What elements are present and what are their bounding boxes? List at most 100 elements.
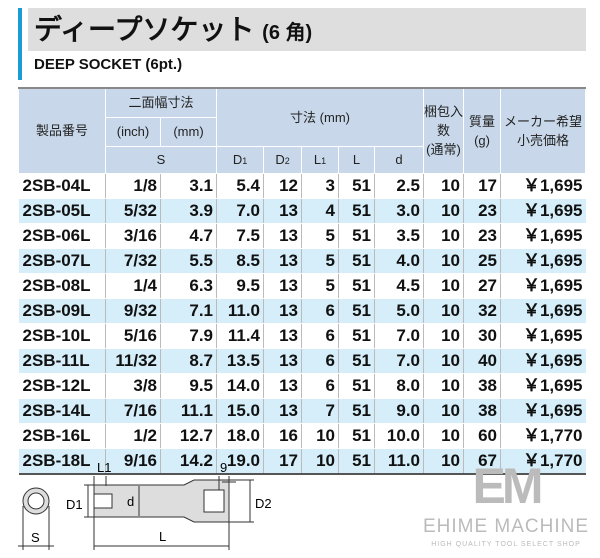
cell-d2: 13 bbox=[263, 323, 302, 349]
header-s: S bbox=[104, 146, 218, 174]
cell-d: 3.5 bbox=[374, 223, 424, 249]
cell-weight: 23 bbox=[463, 198, 501, 224]
cell-d2: 13 bbox=[263, 198, 302, 224]
header-part-no: 製品番号 bbox=[18, 87, 106, 174]
cell-part-no: 2SB-18L bbox=[18, 448, 106, 475]
cell-pack: 10 bbox=[423, 223, 464, 249]
cell-pack: 10 bbox=[423, 348, 464, 374]
cell-part-no: 2SB-05L bbox=[18, 198, 106, 224]
cell-d1: 19.0 bbox=[216, 448, 264, 475]
cell-mm: 12.7 bbox=[159, 423, 217, 449]
cell-weight: 67 bbox=[463, 448, 501, 475]
header-width-across: 二面幅寸法 bbox=[104, 87, 218, 118]
header-mm: (mm) bbox=[159, 117, 218, 147]
cell-d1: 11.0 bbox=[216, 298, 264, 324]
subtitle: DEEP SOCKET (6pt.) bbox=[34, 56, 183, 73]
dim-d-label: d bbox=[127, 494, 134, 509]
cell-l: 51 bbox=[338, 273, 375, 299]
cell-part-no: 2SB-16L bbox=[18, 423, 106, 449]
cell-weight: 32 bbox=[463, 298, 501, 324]
cell-d1: 18.0 bbox=[216, 423, 264, 449]
cell-pack: 10 bbox=[423, 373, 464, 399]
title-suffix: (6 角) bbox=[262, 22, 313, 44]
logo-name: EHIME MACHINE bbox=[422, 516, 590, 537]
table-row: 2SB-08L 1/4 6.3 9.5 13 5 51 4.5 10 27 ￥1,695 bbox=[18, 273, 586, 299]
cell-d1: 7.5 bbox=[216, 223, 264, 249]
cell-d2: 13 bbox=[263, 223, 302, 249]
pack-label: 梱包入数 bbox=[424, 104, 464, 139]
cell-l1: 6 bbox=[301, 373, 339, 399]
dim-d1-label: D1 bbox=[66, 497, 83, 512]
cell-d: 11.0 bbox=[374, 448, 424, 475]
cell-d: 7.0 bbox=[374, 323, 424, 349]
cell-price: ￥1,695 bbox=[500, 323, 586, 349]
header-d2: D2 bbox=[263, 146, 303, 174]
cell-l: 51 bbox=[338, 248, 375, 274]
cell-l: 51 bbox=[338, 423, 375, 449]
weight-label: 質量 bbox=[469, 113, 496, 129]
cell-d2: 13 bbox=[263, 373, 302, 399]
cell-price: ￥1,695 bbox=[500, 248, 586, 274]
cell-l: 51 bbox=[338, 398, 375, 424]
cell-d2: 13 bbox=[263, 348, 302, 374]
cell-d: 5.0 bbox=[374, 298, 424, 324]
cell-mm: 3.9 bbox=[159, 198, 217, 224]
cell-mm: 7.9 bbox=[159, 323, 217, 349]
cell-d1: 9.5 bbox=[216, 273, 264, 299]
cell-l: 51 bbox=[338, 348, 375, 374]
cell-weight: 60 bbox=[463, 423, 501, 449]
header-l: L bbox=[338, 146, 376, 174]
cell-mm: 14.2 bbox=[159, 448, 217, 475]
header-d1: D1 bbox=[216, 146, 265, 174]
l1-sub: 1 bbox=[321, 156, 327, 166]
cell-weight: 30 bbox=[463, 323, 501, 349]
cell-l1: 6 bbox=[301, 323, 339, 349]
cell-d2: 17 bbox=[263, 448, 302, 475]
accent-bar bbox=[18, 8, 22, 80]
cell-d1: 13.5 bbox=[216, 348, 264, 374]
cell-weight: 27 bbox=[463, 273, 501, 299]
cell-part-no: 2SB-06L bbox=[18, 223, 106, 249]
dim-9-label: 9 bbox=[220, 460, 227, 475]
table-row: 2SB-12L 3/8 9.5 14.0 13 6 51 8.0 10 38 ￥1,695 bbox=[18, 373, 586, 399]
cell-l1: 10 bbox=[301, 448, 339, 475]
cell-pack: 10 bbox=[423, 423, 464, 449]
cell-inch: 1/8 bbox=[105, 173, 161, 199]
cell-price: ￥1,695 bbox=[500, 223, 586, 249]
dim-l-label: L bbox=[159, 529, 166, 544]
cell-l: 51 bbox=[338, 373, 375, 399]
logo-tagline: HIGH QUALITY TOOL SELECT SHOP bbox=[431, 541, 581, 548]
cell-l1: 10 bbox=[301, 423, 339, 449]
cell-l: 51 bbox=[338, 198, 375, 224]
header-d: d bbox=[374, 146, 425, 174]
l1-letter: L bbox=[313, 152, 322, 167]
cell-d1: 14.0 bbox=[216, 373, 264, 399]
cell-price: ￥1,695 bbox=[500, 273, 586, 299]
cell-l: 51 bbox=[338, 173, 375, 199]
dim-l1-label: L1 bbox=[97, 460, 111, 475]
cell-inch: 3/16 bbox=[105, 223, 161, 249]
cell-d1: 8.5 bbox=[216, 248, 264, 274]
cell-mm: 6.3 bbox=[159, 273, 217, 299]
d2-letter: D bbox=[275, 152, 285, 167]
table-row: 2SB-16L 1/2 12.7 18.0 16 10 51 10.0 10 60 ￥1,770 bbox=[18, 423, 586, 449]
cell-price: ￥1,695 bbox=[500, 198, 586, 224]
cell-mm: 9.5 bbox=[159, 373, 217, 399]
cell-d: 4.0 bbox=[374, 248, 424, 274]
dim-s-label: S bbox=[31, 530, 40, 545]
cell-part-no: 2SB-11L bbox=[18, 348, 106, 374]
cell-inch: 7/16 bbox=[105, 398, 161, 424]
cell-l: 51 bbox=[338, 223, 375, 249]
cell-l: 51 bbox=[338, 448, 375, 475]
price-label-2: 小売価格 bbox=[517, 132, 570, 148]
cell-l1: 5 bbox=[301, 223, 339, 249]
header-weight: 質量 (g) bbox=[463, 87, 502, 174]
cell-price: ￥1,695 bbox=[500, 373, 586, 399]
cell-mm: 3.1 bbox=[159, 173, 217, 199]
table-row: 2SB-05L 5/32 3.9 7.0 13 4 51 3.0 10 23 ￥1,695 bbox=[18, 198, 586, 224]
d1-letter: D bbox=[232, 152, 243, 167]
cell-pack: 10 bbox=[423, 323, 464, 349]
cell-mm: 4.7 bbox=[159, 223, 217, 249]
table-row: 2SB-04L 1/8 3.1 5.4 12 3 51 2.5 10 17 ￥1,695 bbox=[18, 173, 586, 199]
cell-l1: 6 bbox=[301, 298, 339, 324]
